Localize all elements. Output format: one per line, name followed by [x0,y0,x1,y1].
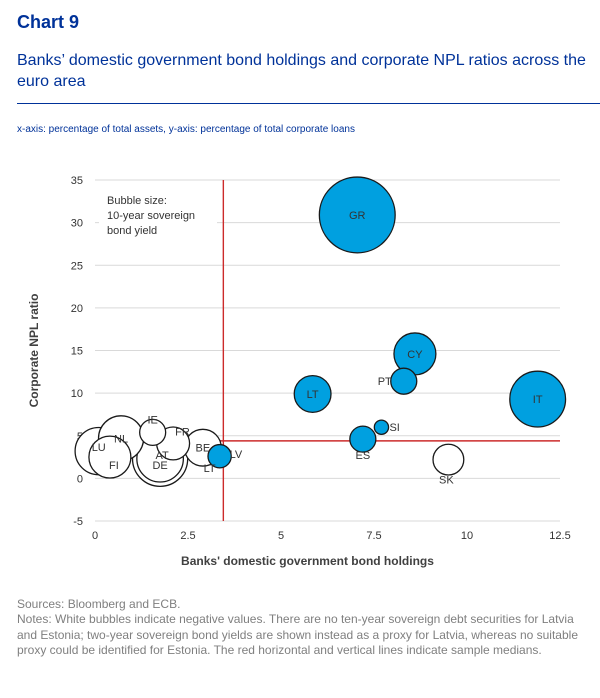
bubble-label-de: DE [152,460,167,472]
x-tick-label: 0 [92,530,98,542]
y-tick-label: 0 [77,473,83,485]
bubble-gr [318,176,396,254]
bubble-size-annotation-bg [99,187,217,239]
chart-subtitle: x-axis: percentage of total assets, y-ax… [17,124,355,135]
bubble-fi [88,435,132,479]
x-tick-label: 2.5 [180,530,195,542]
chart-number: Chart 9 [17,12,80,32]
y-axis-title: Corporate NPL ratio [27,294,41,408]
x-axis-title: Banks' domestic government bond holdings [181,554,434,568]
y-tick-label: 15 [71,346,83,358]
bubble-label-si: SI [389,422,399,434]
y-tick-label: 20 [71,303,83,315]
bubble-lt [293,374,332,414]
bubble-label-gr: GR [349,210,366,222]
bubble-label-fi: FI [109,460,119,472]
chart-title: Banks’ domestic government bond holdings… [17,52,586,90]
y-tick-label: -5 [73,516,83,528]
bubble-label-nl: NL [114,433,128,445]
bubble-label-lu: LU [92,442,106,454]
notes-text: Notes: White bubbles indicate negative v… [17,612,578,658]
bubble-label-be: BE [196,443,211,455]
bubble-sk [432,443,465,476]
x-tick-label: 12.5 [549,530,570,542]
y-tick-label: 30 [71,218,83,230]
title-divider [17,103,600,104]
bubble-label-sk: SK [439,475,454,487]
sources-notes: Sources: Bloomberg and ECB. Notes: White… [17,597,597,659]
bubble-label-pt: PT [378,376,392,388]
bubble-label-lv: LV [230,449,243,461]
bubble-label-lt: LT [307,389,319,401]
bubble-it [509,370,567,428]
bubble-pt [390,367,418,395]
x-tick-label: 7.5 [366,530,381,542]
sources-text: Sources: Bloomberg and ECB. [17,597,181,611]
bubble-label-fr: FR [175,426,190,438]
bubble-label-es: ES [355,450,370,462]
y-tick-label: 25 [71,260,83,272]
y-tick-label: 10 [71,388,83,400]
bubble-size-annotation: Bubble size: 10-year sovereign bond yield [107,195,195,237]
bubble-label-lt-secondary: LT [204,463,216,475]
bubble-si [373,419,390,435]
bubble-es [349,425,377,453]
y-tick-label: 35 [71,175,83,187]
x-tick-label: 5 [278,530,284,542]
bubble-label-ie: IE [147,414,157,426]
bubble-lv [207,443,232,469]
bubble-label-cy: CY [407,349,423,361]
x-tick-label: 10 [461,530,473,542]
bubble-ie [139,418,167,446]
bubble-label-it: IT [533,394,543,406]
bubble-label-at: AT [155,450,169,462]
